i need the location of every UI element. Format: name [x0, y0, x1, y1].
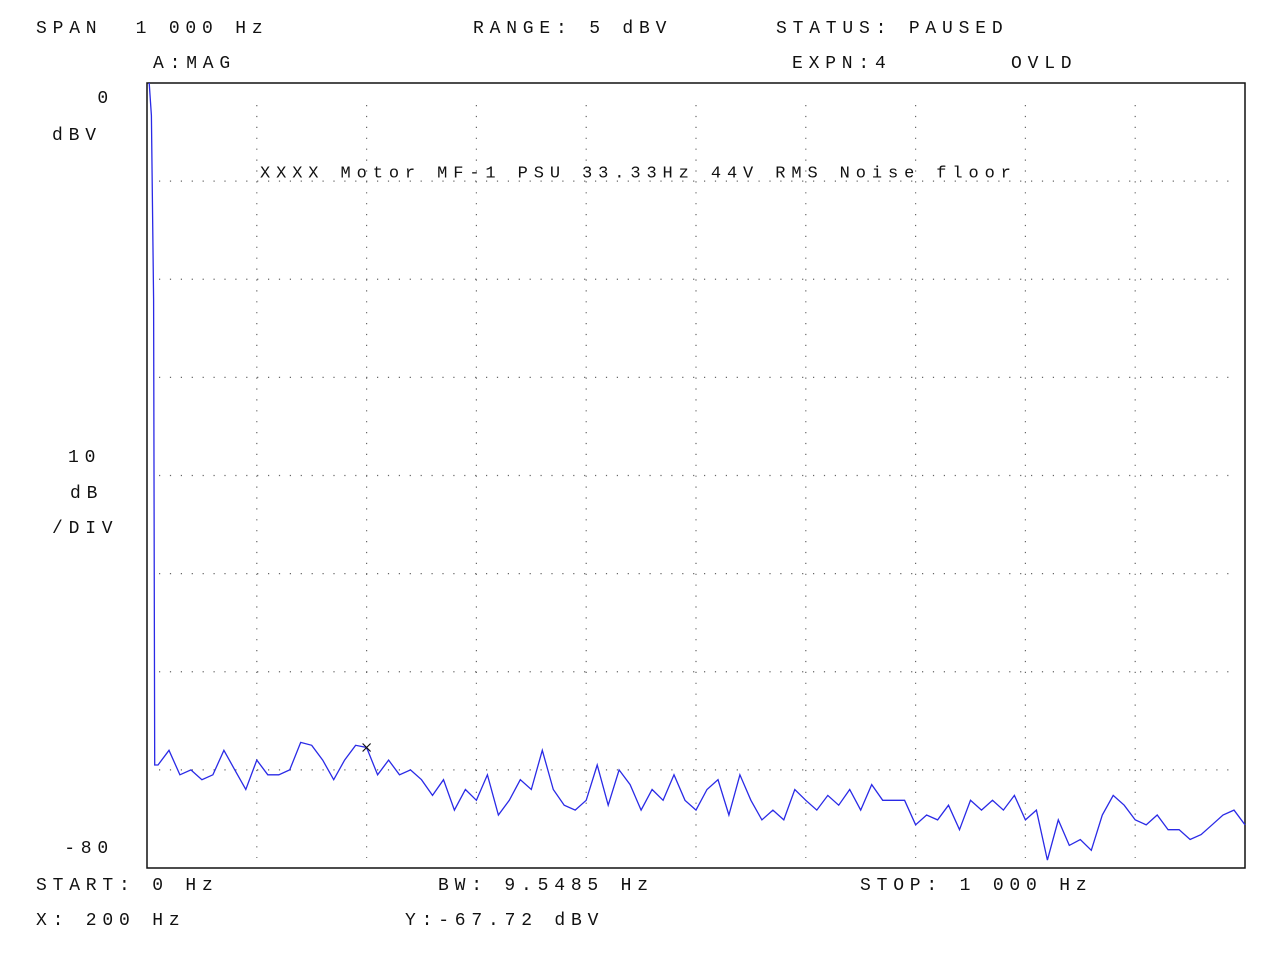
- range: RANGE: 5 dBV: [473, 19, 672, 39]
- scale-label: dB: [70, 484, 103, 504]
- trace-mode: A:MAG: [153, 54, 236, 74]
- scale-label: /DIV: [52, 519, 118, 539]
- scale-label: 10: [68, 448, 101, 468]
- expansion: EXPN:4: [792, 54, 892, 74]
- span: SPAN 1 000 Hz: [36, 19, 268, 39]
- trace: [148, 82, 1246, 861]
- start: START: 0 Hz: [36, 876, 219, 896]
- stop: STOP: 1 000 Hz: [860, 876, 1092, 896]
- plot-frame: [146, 82, 1246, 869]
- marker-y: Y:-67.72 dBV: [405, 911, 604, 931]
- bandwidth: BW: 9.5485 Hz: [438, 876, 654, 896]
- marker-x: X: 200 Hz: [36, 911, 185, 931]
- y-unit: dBV: [52, 126, 102, 146]
- y-tick-label: 0: [97, 89, 114, 109]
- marker: [362, 743, 372, 752]
- chart-title: XXXX Motor MF-1 PSU 33.33Hz 44V RMS Nois…: [260, 164, 1017, 183]
- overload: OVLD: [1011, 54, 1077, 74]
- y-tick-label: -80: [64, 839, 114, 859]
- status: STATUS: PAUSED: [776, 19, 1008, 39]
